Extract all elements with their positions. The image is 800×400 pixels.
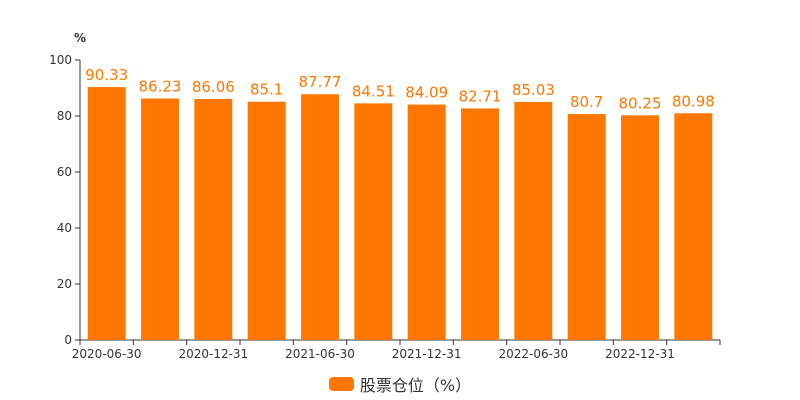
bar (354, 103, 393, 340)
bar (247, 101, 286, 340)
data-label: 85.1 (250, 81, 283, 99)
bar (141, 98, 179, 340)
y-tick-label: 40 (57, 221, 72, 235)
y-tick-label: 20 (57, 277, 72, 291)
bar (621, 115, 659, 340)
data-label: 86.23 (139, 78, 182, 96)
x-tick-label: 2021-12-31 (392, 347, 462, 361)
y-tick-label: 60 (57, 165, 72, 179)
y-tick-label: 80 (57, 109, 72, 123)
bar (301, 94, 339, 340)
data-label: 80.25 (619, 94, 662, 112)
data-label: 82.71 (459, 87, 502, 105)
bar (87, 87, 126, 341)
legend[interactable]: 股票仓位（%） (0, 372, 800, 396)
bar (461, 108, 499, 340)
data-label: 80.98 (672, 92, 715, 110)
data-label: 84.51 (352, 82, 395, 100)
data-label: 80.7 (570, 93, 603, 111)
data-label: 84.09 (405, 84, 448, 102)
bar (674, 113, 713, 340)
legend-label: 股票仓位（%） (359, 376, 472, 395)
data-label: 85.03 (512, 81, 555, 99)
data-label: 90.33 (85, 66, 128, 84)
data-label: 86.06 (192, 78, 235, 96)
x-tick-label: 2022-06-30 (498, 347, 568, 361)
legend-swatch (328, 377, 354, 391)
y-tick-label: 0 (64, 333, 72, 347)
bar (514, 101, 553, 340)
x-tick-label: 2020-12-31 (178, 347, 248, 361)
bar (407, 104, 446, 340)
y-axis-unit: % (74, 31, 86, 45)
x-tick-label: 2022-12-31 (605, 347, 675, 361)
x-tick-label: 2021-06-30 (285, 347, 355, 361)
y-tick-label: 100 (49, 53, 72, 67)
data-label: 87.77 (299, 73, 342, 91)
bar (194, 99, 233, 340)
bar (567, 114, 606, 340)
x-tick-label: 2020-06-30 (72, 347, 142, 361)
